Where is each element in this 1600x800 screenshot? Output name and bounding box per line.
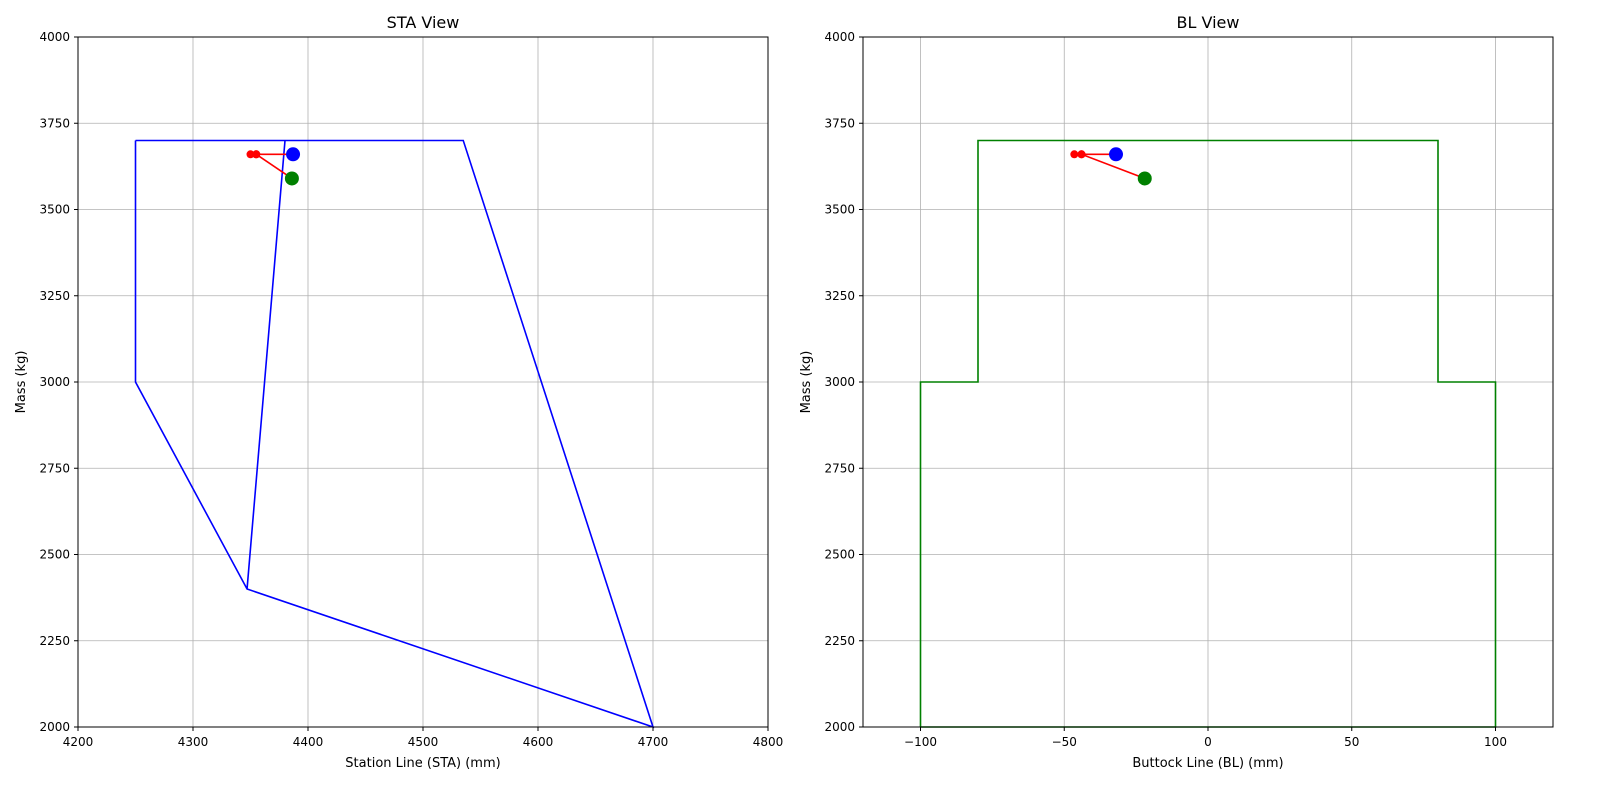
sta-ytick-label: 3500 — [39, 203, 70, 217]
bl-cg-marker-1 — [1137, 171, 1152, 186]
sta-xtick-label: 4600 — [523, 735, 554, 749]
bl-ytick-label: 2000 — [824, 720, 855, 734]
bl-cg-path-point — [1070, 150, 1079, 159]
sta-ytick-label: 3250 — [39, 289, 70, 303]
sta-ytick-label: 3000 — [39, 375, 70, 389]
sta-cg-path-point — [246, 150, 255, 159]
sta-envelope-line — [134, 139, 655, 729]
sta-view-plot: 4200 4300 4400 4500 4600 4700 4800 2000 2250 2500… — [14, 13, 783, 771]
bl-view-plot: −100 −50 0 50 100 2000 2250 2500 2750 3000 3250 350… — [799, 13, 1554, 771]
sta-ytick-label: 2500 — [39, 548, 70, 562]
sta-xtick-label: 4200 — [63, 735, 94, 749]
sta-ytick-label: 2250 — [39, 634, 70, 648]
sta-cg-path-point — [252, 150, 261, 159]
sta-ytick-label: 2750 — [39, 461, 70, 475]
bl-envelope-line — [919, 139, 1497, 728]
sta-ytick-label: 4000 — [39, 30, 70, 44]
sta-y-axis-label: Mass (kg) — [14, 351, 29, 414]
bl-ytick-label: 2500 — [824, 548, 855, 562]
bl-ytick-label: 2750 — [824, 461, 855, 475]
sta-xtick-label: 4300 — [178, 735, 209, 749]
sta-cg-marker-1 — [284, 171, 299, 186]
sta-xtick-label: 4800 — [753, 735, 784, 749]
bl-y-axis-label: Mass (kg) — [799, 351, 814, 414]
sta-ytick-label: 2000 — [39, 720, 70, 734]
bl-ytick-label: 3000 — [824, 375, 855, 389]
bl-ytick-label: 3250 — [824, 289, 855, 303]
sta-ytick-label: 3750 — [39, 116, 70, 130]
bl-xtick-label: −100 — [904, 735, 937, 749]
bl-ytick-label: 4000 — [824, 30, 855, 44]
sta-cg-path-line — [250, 153, 294, 180]
bl-x-axis-label: Buttock Line (BL) (mm) — [1132, 756, 1283, 771]
bl-cg-path-point — [1077, 150, 1086, 159]
bl-cg-path-line — [1074, 153, 1146, 180]
sta-xtick-label: 4500 — [408, 735, 439, 749]
sta-chart-title: STA View — [387, 13, 460, 32]
bl-xtick-label: −50 — [1052, 735, 1077, 749]
bl-xtick-label: 50 — [1344, 735, 1359, 749]
bl-ytick-label: 2250 — [824, 634, 855, 648]
bl-cg-marker-0 — [1109, 147, 1123, 162]
bl-ytick-label: 3750 — [824, 116, 855, 130]
sta-cg-marker-0 — [286, 147, 301, 162]
bl-ytick-label: 3500 — [824, 203, 855, 217]
bl-xtick-label: 0 — [1204, 735, 1212, 749]
bl-chart-title: BL View — [1177, 13, 1240, 32]
sta-xtick-label: 4700 — [638, 735, 669, 749]
sta-xtick-label: 4400 — [293, 735, 324, 749]
sta-x-axis-label: Station Line (STA) (mm) — [345, 756, 500, 771]
bl-xtick-label: 100 — [1484, 735, 1507, 749]
